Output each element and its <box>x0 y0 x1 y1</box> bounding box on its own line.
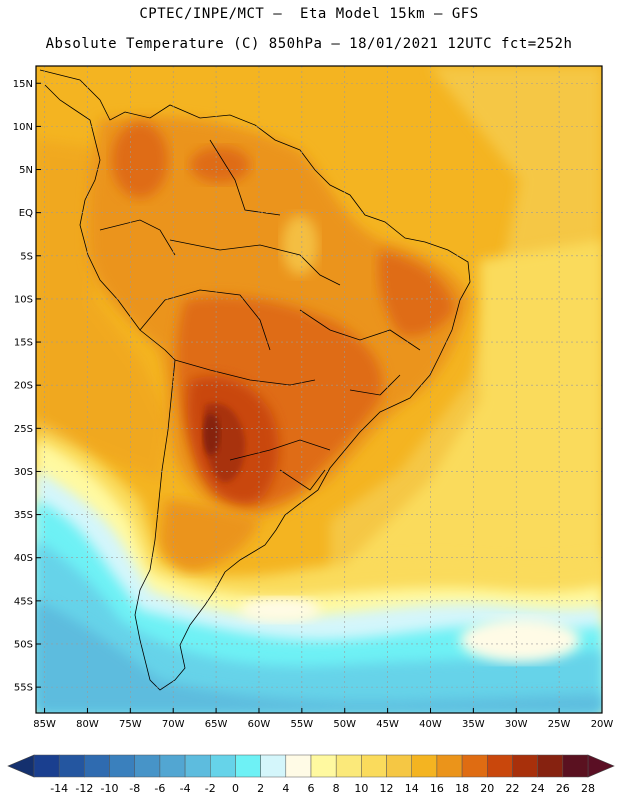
colorbar-label: 6 <box>308 782 315 795</box>
colorbar-swatch <box>411 754 438 778</box>
colorbar-swatch <box>84 754 110 778</box>
lat-tick-label: 15N <box>13 79 33 90</box>
lon-tick-label: 70W <box>162 719 185 730</box>
lon-tick-label: 80W <box>76 719 99 730</box>
lat-tick-label: 5S <box>20 251 33 262</box>
colorbar-label: 14 <box>405 782 419 795</box>
colorbar-label: -10 <box>101 782 119 795</box>
lat-tick-label: 35S <box>14 510 33 521</box>
colorbar-swatch <box>335 754 362 778</box>
colorbar-swatch <box>461 754 488 778</box>
colorbar-label: -12 <box>75 782 93 795</box>
lon-tick-label: 45W <box>376 719 399 730</box>
coastline-borders <box>39 69 471 691</box>
colorbar-swatch <box>361 754 387 778</box>
colorbar-swatch <box>33 754 60 778</box>
colorbar-swatch <box>562 754 589 778</box>
lat-tick-label: 55S <box>14 683 33 694</box>
colorbar-label: -8 <box>129 782 140 795</box>
lon-tick-label: 65W <box>205 719 228 730</box>
colorbar-label: 0 <box>232 782 239 795</box>
colorbar-label: 2 <box>257 782 264 795</box>
colorbar-label: 8 <box>333 782 340 795</box>
lon-tick-label: 60W <box>248 719 271 730</box>
colorbar-over-arrow <box>587 754 615 778</box>
colorbar: -14 -12 -10 -8 -6 -4 -2 0 2 4 6 8 10 12 14 16 18 20 22 24 26… <box>7 754 615 795</box>
colorbar-label: -4 <box>180 782 191 795</box>
colorbar-label: 24 <box>531 782 545 795</box>
lat-tick-label: 10N <box>13 122 33 133</box>
chart-title-line2: Absolute Temperature (C) 850hPa – 18/01/… <box>45 36 573 52</box>
lat-tick-label: 10S <box>14 294 33 305</box>
latitude-axis: 15N 10N 5N EQ 5S 10S 15S 20S 25S 30S 35S 40S 45S 50S 5… <box>13 79 41 694</box>
chart-title-line1: CPTEC/INPE/MCT – Eta Model 15km – GFS <box>139 6 479 22</box>
lat-tick-label: 15S <box>14 338 33 349</box>
lat-tick-label: 30S <box>14 467 33 478</box>
colorbar-swatch <box>134 754 161 778</box>
colorbar-swatch <box>537 754 564 778</box>
colorbar-label: 10 <box>354 782 368 795</box>
colorbar-swatch <box>210 754 236 778</box>
colorbar-swatch <box>58 754 85 778</box>
colorbar-swatch <box>512 754 538 778</box>
colorbar-swatch <box>285 754 312 778</box>
colorbar-label: -14 <box>50 782 68 795</box>
longitude-axis: 85W 80W 75W 70W 65W 60W 55W 50W 45W 40W 35W 30W 25W 2… <box>33 708 613 730</box>
colorbar-label: 20 <box>480 782 494 795</box>
colorbar-swatch <box>310 754 337 778</box>
graticule <box>36 66 602 713</box>
lon-tick-label: 55W <box>291 719 314 730</box>
colorbar-label: -6 <box>154 782 165 795</box>
colorbar-swatch <box>260 754 287 778</box>
lat-tick-label: 45S <box>14 596 33 607</box>
colorbar-swatch <box>159 754 186 778</box>
colorbar-under-arrow <box>7 754 35 778</box>
lon-tick-label: 30W <box>505 719 528 730</box>
lon-tick-label: 75W <box>119 719 142 730</box>
lon-tick-label: 25W <box>548 719 571 730</box>
colorbar-swatch <box>235 754 261 778</box>
plot-frame <box>35 65 603 714</box>
temperature-field <box>36 66 602 713</box>
colorbar-label: 4 <box>282 782 289 795</box>
lon-tick-label: 50W <box>333 719 356 730</box>
lon-tick-label: 20W <box>591 719 614 730</box>
colorbar-label: 22 <box>505 782 519 795</box>
colorbar-swatch <box>386 754 412 778</box>
lon-tick-label: 40W <box>419 719 442 730</box>
colorbar-swatch <box>109 754 135 778</box>
colorbar-label: 28 <box>581 782 595 795</box>
colorbar-label: 26 <box>556 782 570 795</box>
colorbar-label: 12 <box>380 782 394 795</box>
lat-tick-label: EQ <box>19 208 33 219</box>
lat-tick-label: 50S <box>14 639 33 650</box>
lat-tick-label: 20S <box>14 381 33 392</box>
lon-tick-label: 85W <box>33 719 56 730</box>
colorbar-swatch <box>487 754 513 778</box>
lat-tick-label: 25S <box>14 424 33 435</box>
colorbar-swatch <box>436 754 463 778</box>
colorbar-label: 16 <box>430 782 444 795</box>
lon-tick-label: 35W <box>462 719 485 730</box>
colorbar-label: -2 <box>205 782 216 795</box>
lat-tick-label: 5N <box>19 165 33 176</box>
colorbar-swatch <box>184 754 211 778</box>
lat-tick-label: 40S <box>14 553 33 564</box>
colorbar-label: 18 <box>455 782 469 795</box>
